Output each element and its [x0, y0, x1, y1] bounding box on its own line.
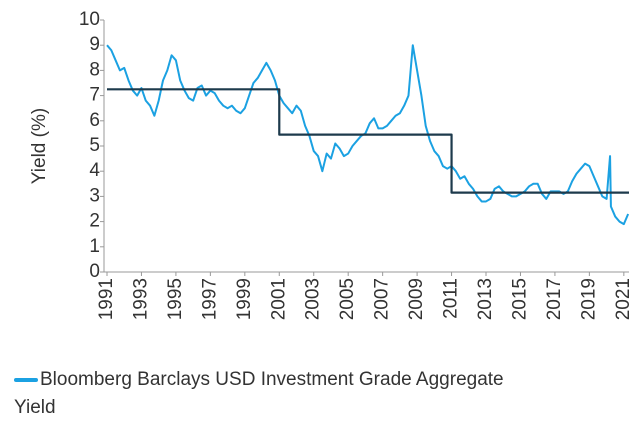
- legend-swatch: [14, 377, 38, 382]
- y-tick-label: 1: [89, 236, 100, 257]
- legend-label: Bloomberg Barclays USD Investment Grade …: [14, 369, 504, 418]
- yield-line: [106, 44, 630, 226]
- y-tick-label: 0: [89, 261, 100, 282]
- x-tick-label: 2011: [441, 278, 462, 319]
- average-line: [107, 88, 629, 194]
- x-tick-label: 2021: [613, 278, 634, 320]
- y-axis-label: Yield (%): [29, 108, 50, 184]
- x-tick-label: 2017: [544, 278, 565, 320]
- x-tick-label: 2013: [475, 278, 496, 320]
- x-tick-label: 1997: [199, 278, 220, 320]
- x-tick-label: 2003: [303, 278, 324, 320]
- x-tick-label: 1995: [165, 278, 186, 320]
- y-tick-label: 7: [89, 85, 100, 106]
- y-tick-label: 2: [89, 211, 100, 232]
- y-tick-label: 8: [89, 59, 100, 80]
- x-tick-label: 2015: [509, 278, 530, 320]
- chart: Yield (%) 0 1 2 3 4 5 6 7 8 9 10 1991 1993 1995 1997 19…: [29, 9, 634, 320]
- x-tick-label: 2005: [337, 278, 358, 320]
- x-tick-label: 1993: [130, 278, 151, 320]
- x-tick-label: 1991: [96, 278, 117, 320]
- x-tick-label: 1999: [234, 278, 255, 320]
- y-tick-label: 3: [89, 185, 100, 206]
- x-tick-label: 2001: [268, 278, 289, 320]
- x-tick-label: 2007: [372, 278, 393, 320]
- x-tick-label: 2009: [406, 278, 427, 320]
- y-tick-label: 10: [79, 9, 100, 30]
- x-tick-label: 2019: [578, 278, 599, 320]
- y-tick-label: 4: [89, 160, 100, 181]
- y-tick-label: 5: [89, 135, 100, 156]
- legend: Bloomberg Barclays USD Investment Grade …: [14, 366, 534, 421]
- y-tick-label: 9: [89, 34, 100, 55]
- y-tick-label: 6: [89, 110, 100, 131]
